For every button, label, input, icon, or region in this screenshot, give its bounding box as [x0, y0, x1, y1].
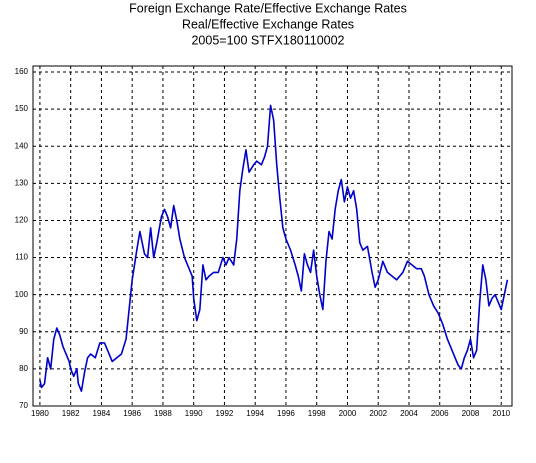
x-tick-label: 1998: [308, 409, 326, 418]
y-tick-label: 90: [19, 327, 28, 336]
y-tick-label: 100: [15, 290, 29, 299]
chart-title: Foreign Exchange Rate/Effective Exchange…: [129, 1, 407, 15]
x-tick-label: 1996: [277, 409, 295, 418]
x-tick-label: 1990: [185, 409, 203, 418]
y-tick-label: 70: [19, 401, 28, 410]
x-tick-label: 1982: [62, 409, 80, 418]
chart-subtitle: Real/Effective Exchange Rates: [182, 17, 354, 31]
y-tick-label: 110: [15, 253, 28, 262]
y-tick-label: 150: [15, 104, 29, 113]
y-tick-label: 130: [15, 178, 29, 187]
plot-frame: [32, 65, 513, 407]
x-tick-label: 2000: [339, 409, 357, 418]
y-tick-label: 120: [15, 216, 29, 225]
x-tick-label: 1986: [123, 409, 141, 418]
chart-subtitle: 2005=100 STFX180110002: [191, 33, 344, 47]
x-tick-label: 1994: [246, 409, 264, 418]
x-tick-label: 2002: [369, 409, 387, 418]
data-line: [39, 104, 509, 392]
x-tick-label: 2004: [400, 409, 418, 418]
x-tick-label: 2008: [462, 409, 480, 418]
x-tick-label: 1992: [216, 409, 234, 418]
y-tick-label: 80: [19, 364, 28, 373]
y-tick-label: 160: [15, 67, 29, 76]
x-tick-label: 1980: [31, 409, 49, 418]
x-tick-label: 1988: [154, 409, 172, 418]
x-tick-label: 2010: [492, 409, 510, 418]
x-tick-label: 1984: [93, 409, 111, 418]
y-tick-label: 140: [15, 141, 29, 150]
x-tick-label: 2006: [431, 409, 449, 418]
